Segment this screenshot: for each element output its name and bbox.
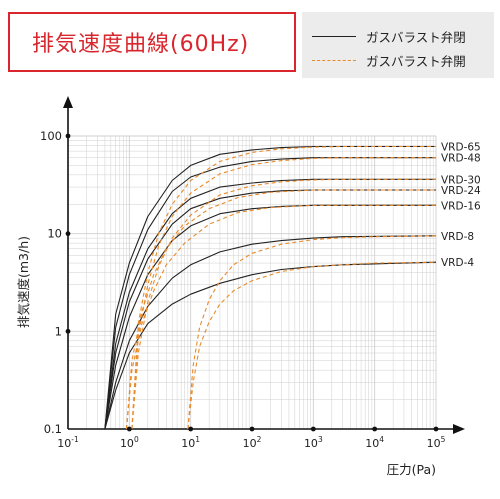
title-box: 排気速度曲線(60Hz): [8, 12, 296, 72]
x-tick-label: 103: [304, 435, 323, 450]
series-line-vrd-24-open: [125, 189, 436, 430]
y-tick-dot: [65, 231, 71, 237]
x-axis-title: 圧力(Pa): [387, 462, 436, 477]
legend-item-closed: ガスバラスト弁閉: [312, 27, 466, 45]
legend-label-closed: ガスバラスト弁閉: [366, 29, 466, 45]
legend-label-open: ガスバラスト弁開: [366, 53, 466, 69]
y-tick-label: 100: [40, 129, 62, 143]
legend: ガスバラスト弁閉 ガスバラスト弁開: [302, 12, 494, 78]
y-axis-title: 排気速度(m3/h): [16, 236, 31, 328]
y-tick-dot: [65, 328, 71, 334]
series-line-vrd-4-open: [187, 261, 437, 430]
x-tick-label: 104: [365, 435, 384, 450]
series-end-label: VRD-8: [441, 231, 474, 243]
x-tick-dot: [126, 426, 132, 432]
x-tick-dot: [188, 426, 194, 432]
x-tick-dot: [433, 426, 439, 432]
y-tick-label: 10: [47, 227, 62, 241]
legend-item-open: ガスバラスト弁開: [312, 51, 466, 69]
x-tick-dot: [310, 426, 316, 432]
x-tick-label: 10-1: [57, 435, 79, 450]
x-tick-label: 102: [243, 435, 262, 450]
legend-dashed-line-swatch: [312, 59, 356, 61]
series-line-vrd-48-closed: [104, 157, 436, 430]
legend-solid-line-swatch: [312, 35, 356, 37]
series-line-vrd-48-open: [131, 157, 436, 430]
series-line-vrd-8-closed: [104, 235, 437, 430]
series-line-vrd-8-open: [187, 235, 437, 430]
x-tick-dot: [249, 426, 255, 432]
series-line-vrd-16-open: [125, 204, 436, 430]
series-line-vrd-30-open: [131, 178, 436, 430]
x-tick-label: 101: [181, 435, 200, 450]
series-end-label: VRD-65: [441, 142, 481, 154]
series-line-vrd-30-closed: [104, 178, 436, 430]
y-tick-label: 0.1: [44, 422, 62, 436]
y-axis-arrow: [63, 96, 73, 108]
x-axis-arrow: [453, 424, 465, 434]
y-tick-dot: [65, 133, 71, 139]
series-end-label: VRD-24: [441, 185, 481, 197]
series-end-label: VRD-48: [441, 153, 481, 165]
series-end-label: VRD-30: [441, 174, 481, 186]
y-tick-label: 1: [55, 324, 62, 338]
x-tick-dot: [372, 426, 378, 432]
x-tick-label: 100: [120, 435, 139, 450]
series-end-label: VRD-4: [441, 257, 474, 269]
series-line-vrd-65-open: [131, 145, 436, 430]
series-line-vrd-16-closed: [104, 204, 436, 430]
x-tick-label: 105: [427, 435, 446, 450]
chart-title: 排気速度曲線(60Hz): [32, 32, 250, 57]
series-end-label: VRD-16: [441, 200, 481, 212]
